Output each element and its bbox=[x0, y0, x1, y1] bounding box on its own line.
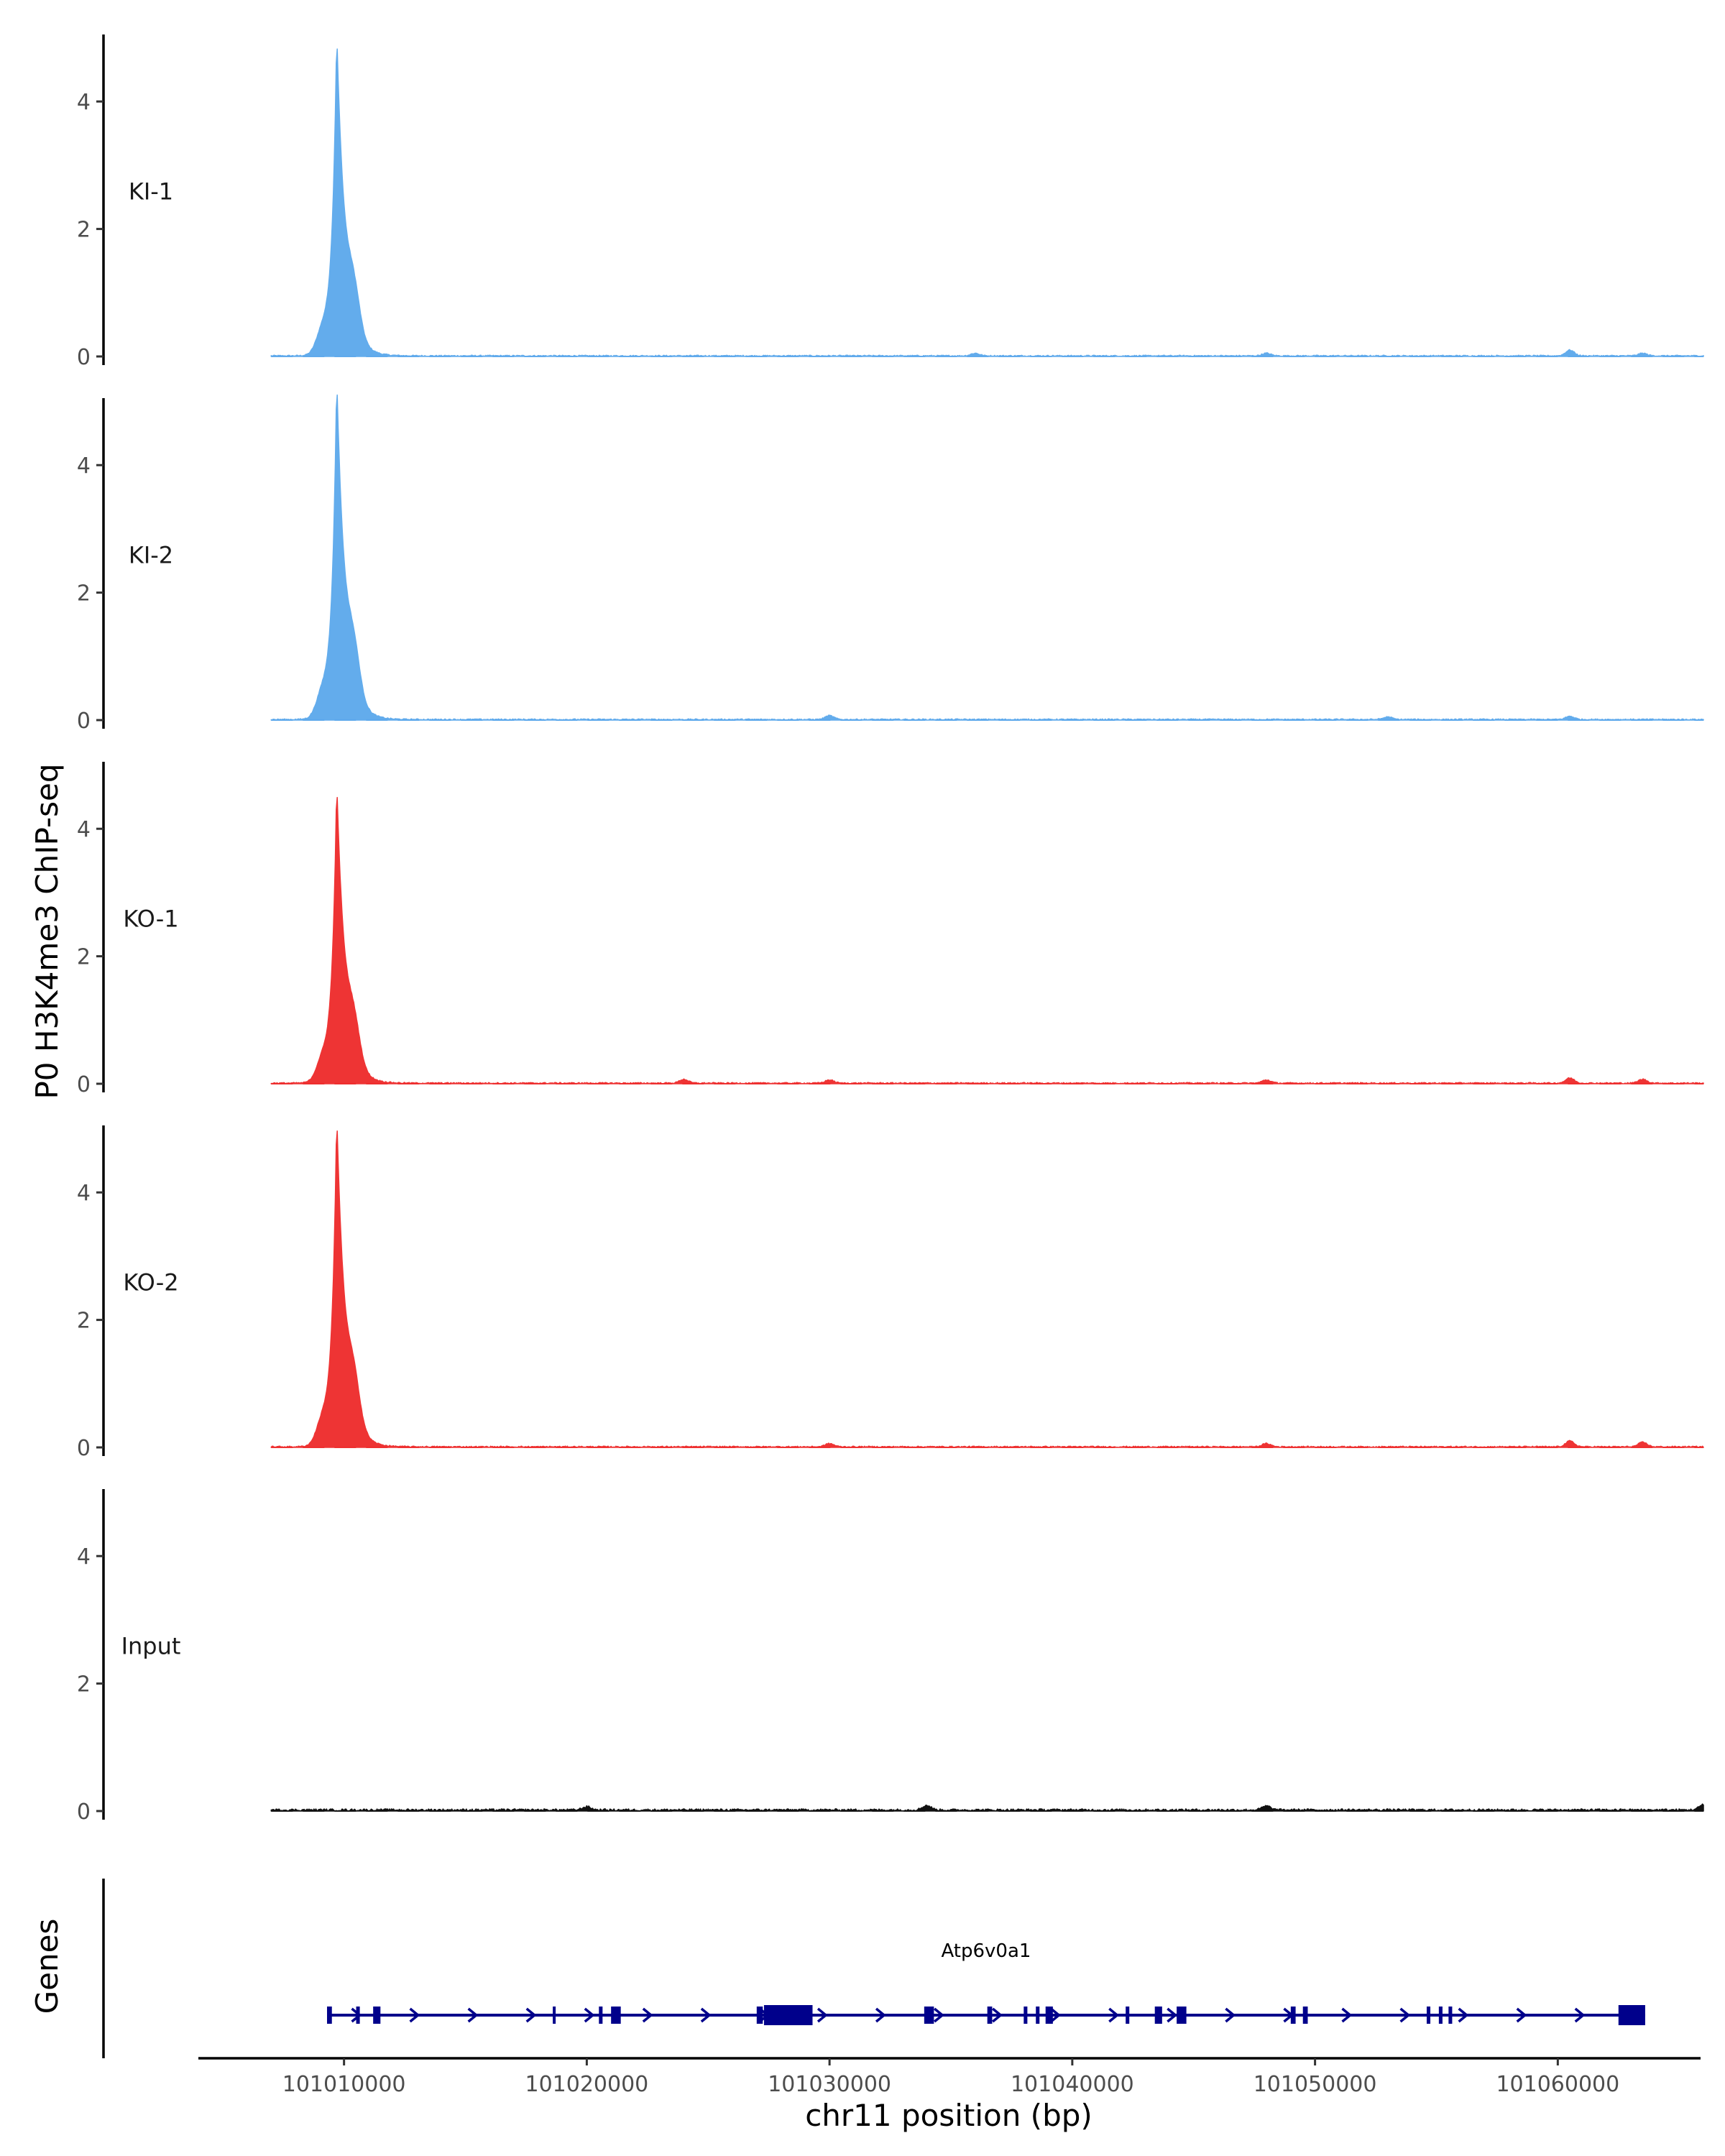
y-tick-label: 0 bbox=[77, 1072, 91, 1097]
gene-exon bbox=[1302, 2007, 1308, 2024]
strand-arrow bbox=[934, 2007, 944, 2023]
gene-exon bbox=[373, 2007, 381, 2024]
track-label: KO-2 bbox=[123, 1268, 178, 1296]
y-tick-label: 4 bbox=[77, 817, 91, 842]
strand-arrow bbox=[584, 2007, 595, 2023]
gene-exon bbox=[1426, 2007, 1431, 2024]
gene-exon bbox=[1290, 2007, 1296, 2024]
track-label: KI-2 bbox=[129, 541, 173, 568]
x-tick-label: 101060000 bbox=[1496, 2072, 1619, 2097]
strand-arrow bbox=[1399, 2007, 1411, 2023]
strand-arrow bbox=[1341, 2007, 1353, 2023]
gene-exon bbox=[987, 2007, 993, 2024]
x-tick-label: 101030000 bbox=[768, 2072, 891, 2097]
y-tick-label: 2 bbox=[77, 1672, 91, 1697]
strand-arrow bbox=[409, 2007, 420, 2023]
gene-exon bbox=[1045, 2007, 1053, 2024]
strand-arrow bbox=[1516, 2007, 1527, 2023]
y-tick-label: 0 bbox=[77, 345, 91, 370]
gene-exon bbox=[599, 2007, 603, 2024]
strand-arrow bbox=[1458, 2007, 1469, 2023]
x-tick-label: 101010000 bbox=[282, 2072, 406, 2097]
gene-exon bbox=[1024, 2007, 1028, 2024]
y-tick-label: 2 bbox=[77, 1309, 91, 1334]
genes-layer: Atp6v0a1 bbox=[102, 1879, 1645, 2058]
strand-arrow bbox=[525, 2007, 537, 2023]
gene-exon bbox=[553, 2007, 556, 2024]
genes-track-title: Genes bbox=[29, 1919, 65, 2014]
track-ki-2: 0 2 4 KI-2 bbox=[77, 394, 1704, 734]
x-tick-label: 101050000 bbox=[1254, 2072, 1377, 2097]
track-input: 0 2 4 Input bbox=[77, 1489, 1704, 1825]
gene-exon bbox=[356, 2007, 360, 2024]
gene-exon bbox=[763, 2005, 813, 2025]
strand-arrow bbox=[816, 2007, 828, 2023]
track-label: KI-1 bbox=[129, 178, 173, 205]
strand-arrow bbox=[1050, 2007, 1061, 2023]
y-tick-label: 4 bbox=[77, 1544, 91, 1570]
strand-arrow bbox=[992, 2007, 1003, 2023]
gene-exon bbox=[1618, 2005, 1645, 2025]
y-tick-label: 0 bbox=[77, 709, 91, 734]
y-tick-label: 4 bbox=[77, 453, 91, 479]
track-ko-2: 0 2 4 KO-2 bbox=[77, 1125, 1704, 1461]
track-label: KO-1 bbox=[123, 905, 178, 932]
x-tick-label: 101040000 bbox=[1011, 2072, 1134, 2097]
y-tick-label: 4 bbox=[77, 1181, 91, 1206]
tracks-layer: 0 2 4 KI-1 0 2 4 KI-2 0 2 4 KO-1 0 2 4 KO-2 0 2 4 Input bbox=[77, 34, 1704, 1825]
signal-area bbox=[270, 1803, 1704, 1812]
strand-arrow bbox=[875, 2007, 886, 2023]
gene-exon bbox=[924, 2007, 934, 2024]
gene-name-label: Atp6v0a1 bbox=[941, 1940, 1031, 1962]
strand-arrow bbox=[1108, 2007, 1120, 2023]
gene-exon bbox=[611, 2007, 621, 2024]
strand-arrow bbox=[467, 2007, 479, 2023]
strand-arrow bbox=[700, 2007, 712, 2023]
x-axis: 101010000 101020000 101030000 101040000 1010… bbox=[198, 2057, 1701, 2097]
y-tick-label: 2 bbox=[77, 945, 91, 970]
gene-exon bbox=[1036, 2007, 1040, 2024]
x-axis-title: chr11 position (bp) bbox=[805, 2098, 1092, 2133]
gene-exon bbox=[1448, 2007, 1453, 2024]
track-ko-1: 0 2 4 KO-1 bbox=[77, 762, 1704, 1097]
gene-exon bbox=[756, 2007, 763, 2024]
y-axis-title: P0 H3K4me3 ChIP-seq bbox=[29, 763, 65, 1099]
gene-exon bbox=[1438, 2007, 1443, 2024]
track-ki-1: 0 2 4 KI-1 bbox=[77, 34, 1704, 370]
x-tick-label: 101020000 bbox=[525, 2072, 648, 2097]
strand-arrow bbox=[642, 2007, 653, 2023]
gene-exon bbox=[1177, 2007, 1187, 2024]
strand-arrow bbox=[1225, 2007, 1236, 2023]
gene-exon bbox=[1154, 2007, 1162, 2024]
strand-arrow bbox=[1574, 2007, 1586, 2023]
gene-exon bbox=[327, 2007, 332, 2024]
strand-arrow bbox=[1167, 2007, 1178, 2023]
y-tick-label: 0 bbox=[77, 1436, 91, 1461]
y-tick-label: 0 bbox=[77, 1800, 91, 1825]
y-tick-label: 2 bbox=[77, 218, 91, 243]
gene-exon bbox=[1126, 2007, 1130, 2024]
y-tick-label: 4 bbox=[77, 90, 91, 115]
y-tick-label: 2 bbox=[77, 581, 91, 607]
track-label: Input bbox=[121, 1632, 181, 1659]
